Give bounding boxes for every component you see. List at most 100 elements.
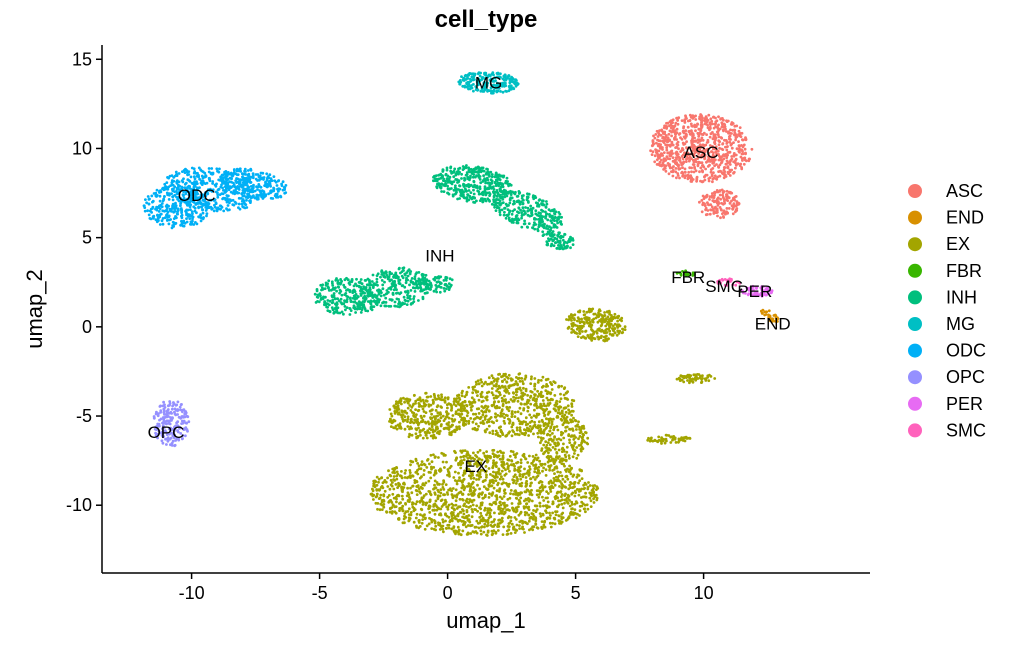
point-asc [708,176,712,180]
point-inh [562,241,566,245]
point-odc [226,171,230,174]
point-odc [243,182,247,186]
point-asc [659,143,662,147]
point-asc [696,122,699,126]
point-asc [740,166,743,169]
point-ex [553,522,557,526]
point-ex [488,513,492,517]
point-mg [459,80,463,84]
point-ex [441,520,445,524]
point-inh [350,280,354,284]
point-inh [484,199,488,203]
point-asc [728,140,732,144]
point-ex [530,488,533,492]
point-asc [723,123,727,127]
point-asc [712,161,716,165]
point-odc [226,185,229,188]
point-asc [741,138,744,142]
point-ex [403,512,407,515]
point-asc [710,196,714,199]
point-inh [466,193,470,197]
point-asc [721,128,725,132]
point-asc [727,191,731,194]
point-asc [709,170,713,174]
point-inh [539,211,542,215]
point-mg [488,78,492,82]
point-odc [201,170,205,174]
point-inh [470,172,474,175]
point-ex [490,529,494,533]
point-ex [519,458,523,462]
point-ex [531,517,535,521]
point-odc [181,180,185,184]
point-inh [536,201,539,205]
point-odc [220,183,223,187]
point-inh [440,190,443,193]
point-inh [364,297,368,300]
point-ex [415,524,418,528]
point-asc [682,143,686,146]
point-ex [580,469,583,473]
point-odc [167,214,171,218]
point-inh [553,216,556,220]
point-ex [577,493,581,497]
point-ex [409,476,412,479]
point-inh [559,243,563,247]
point-inh [482,174,485,178]
point-ex [526,506,530,510]
point-odc [237,196,241,200]
point-inh [424,278,428,282]
point-asc [716,132,720,136]
point-asc [653,160,657,164]
point-inh [545,212,549,216]
point-odc [207,167,211,170]
point-odc [175,181,179,185]
point-odc [250,187,254,191]
point-mg [491,71,495,75]
point-asc [713,174,717,178]
point-odc [266,175,270,178]
point-inh [467,183,471,186]
point-inh [379,289,382,293]
point-ex [440,498,444,502]
point-inh [451,194,455,198]
point-odc [151,200,154,204]
point-inh [447,282,451,285]
point-odc [176,208,180,212]
point-odc [165,213,169,216]
point-asc [699,129,703,133]
point-asc [698,200,701,204]
point-asc [711,145,714,148]
point-ex [392,475,396,478]
point-ex [509,492,512,495]
point-ex [501,533,505,536]
point-asc [711,167,715,170]
point-asc [716,126,720,130]
point-ex [509,463,513,467]
point-ex [535,493,539,497]
point-ex [515,476,519,479]
point-asc [688,158,692,162]
point-ex [530,499,534,503]
point-asc [689,122,693,126]
point-ex [513,467,517,471]
point-ex [386,476,389,480]
point-odc [196,196,200,200]
point-asc [698,147,702,151]
point-ex [566,493,570,497]
point-inh [375,274,379,277]
point-inh [375,277,379,281]
point-ex [482,485,486,489]
point-inh [534,196,538,200]
point-inh [340,310,344,314]
point-ex [528,484,532,488]
point-ex [475,504,479,508]
point-inh [561,247,565,251]
point-ex [534,453,538,457]
point-inh [467,166,470,170]
point-asc [689,115,693,119]
point-ex [551,521,554,525]
point-asc [656,138,659,142]
point-asc [742,162,746,166]
point-asc [724,153,728,156]
